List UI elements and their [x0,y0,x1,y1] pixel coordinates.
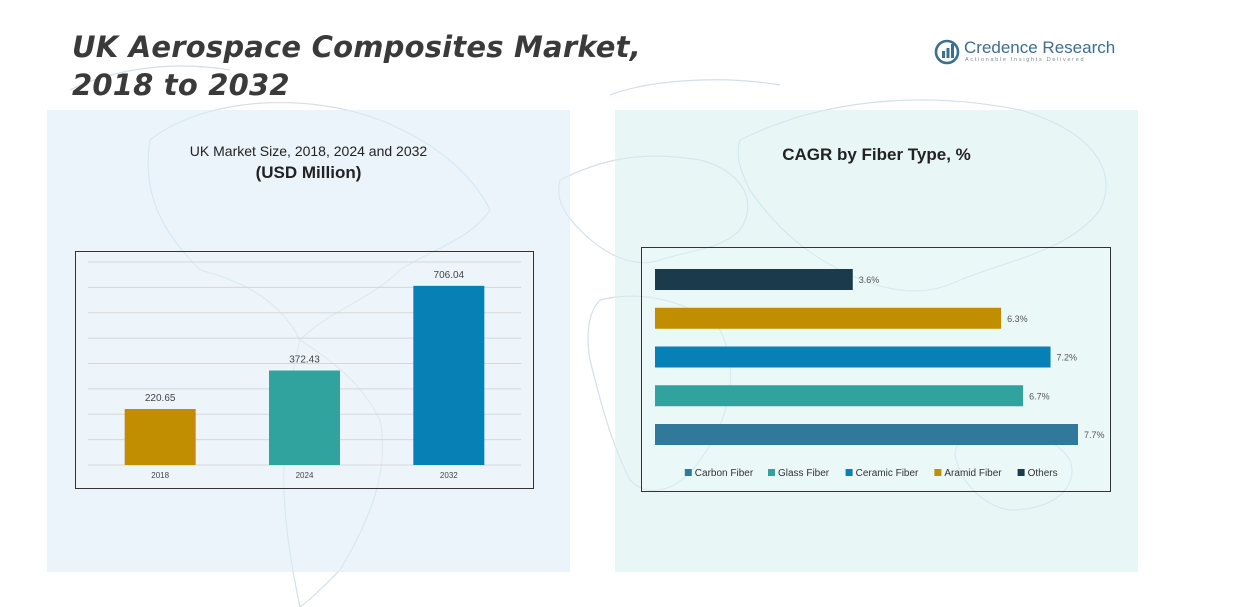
cagr-horizontal-bar-chart: 3.6% 6.3% 7.2% 6.7% 7.7% Carbon Fiber Glass Fi… [655,269,1105,479]
cagr-chart-frame: 3.6% 6.3% 7.2% 6.7% 7.7% Carbon Fiber Glass Fi… [641,247,1111,492]
bar-others [655,269,853,290]
page-title-line-1: UK Aerospace Composites Market, [72,30,641,64]
x-tick-label: 2024 [296,471,314,480]
legend-swatch [934,469,942,476]
bar-glass-fiber [655,385,1024,407]
bar-value-label: 3.6% [859,275,880,285]
market-size-bar-chart: 220.65 2018 372.43 2024 706.04 2032 [88,261,521,480]
bar-chart-logo-icon [934,39,960,65]
bar-value-label: 372.43 [289,354,320,365]
bar-value-label: 7.2% [1057,353,1078,363]
cagr-chart-title: CAGR by Fiber Type, % [782,145,971,164]
bar-value-label: 706.04 [434,270,465,281]
bar-2018 [124,409,196,465]
logo-tagline: Actionable Insights Delivered [965,57,1086,63]
bar-value-label: 220.65 [145,393,176,404]
x-tick-label: 2018 [151,471,169,480]
cagr-panel: CAGR by Fiber Type, % 3.6% 6.3% 7.2% 6.7% 7.… [615,110,1138,572]
market-size-chart-unit: (USD Million) [255,163,362,182]
bar-value-label: 7.7% [1084,430,1105,440]
legend-entry: Aramid Fiber [944,468,1002,479]
legend-swatch [845,469,853,476]
page-title-line-2: 2018 to 2032 [72,68,290,102]
legend-entry: Carbon Fiber [695,468,754,479]
bar-2032 [413,285,485,465]
market-size-chart-frame: 220.65 2018 372.43 2024 706.04 2032 [75,251,534,489]
cagr-legend: Carbon Fiber Glass Fiber Ceramic Fiber Aram… [684,468,1058,479]
market-size-chart-title: UK Market Size, 2018, 2024 and 2032 [189,143,428,159]
bar-value-label: 6.7% [1029,391,1050,401]
credence-research-logo: Credence Research Actionable Insights De… [934,36,1116,70]
bar-aramid-fiber [655,307,1002,329]
bar-2024 [269,370,340,465]
bar-carbon-fiber [655,424,1078,445]
x-tick-label: 2032 [440,471,458,480]
bar-value-label: 6.3% [1007,314,1028,324]
legend-entry: Others [1028,468,1058,479]
legend-entry: Glass Fiber [778,468,830,479]
logo-brand-name: Credence Research [964,38,1116,57]
legend-entry: Ceramic Fiber [856,468,919,479]
legend-swatch [768,469,775,476]
legend-swatch [1017,469,1025,476]
page-title: UK Aerospace Composites Market, 2018 to … [72,28,641,104]
legend-swatch [684,469,692,476]
bar-ceramic-fiber [655,346,1051,368]
market-size-panel: UK Market Size, 2018, 2024 and 2032 (USD… [47,110,570,572]
